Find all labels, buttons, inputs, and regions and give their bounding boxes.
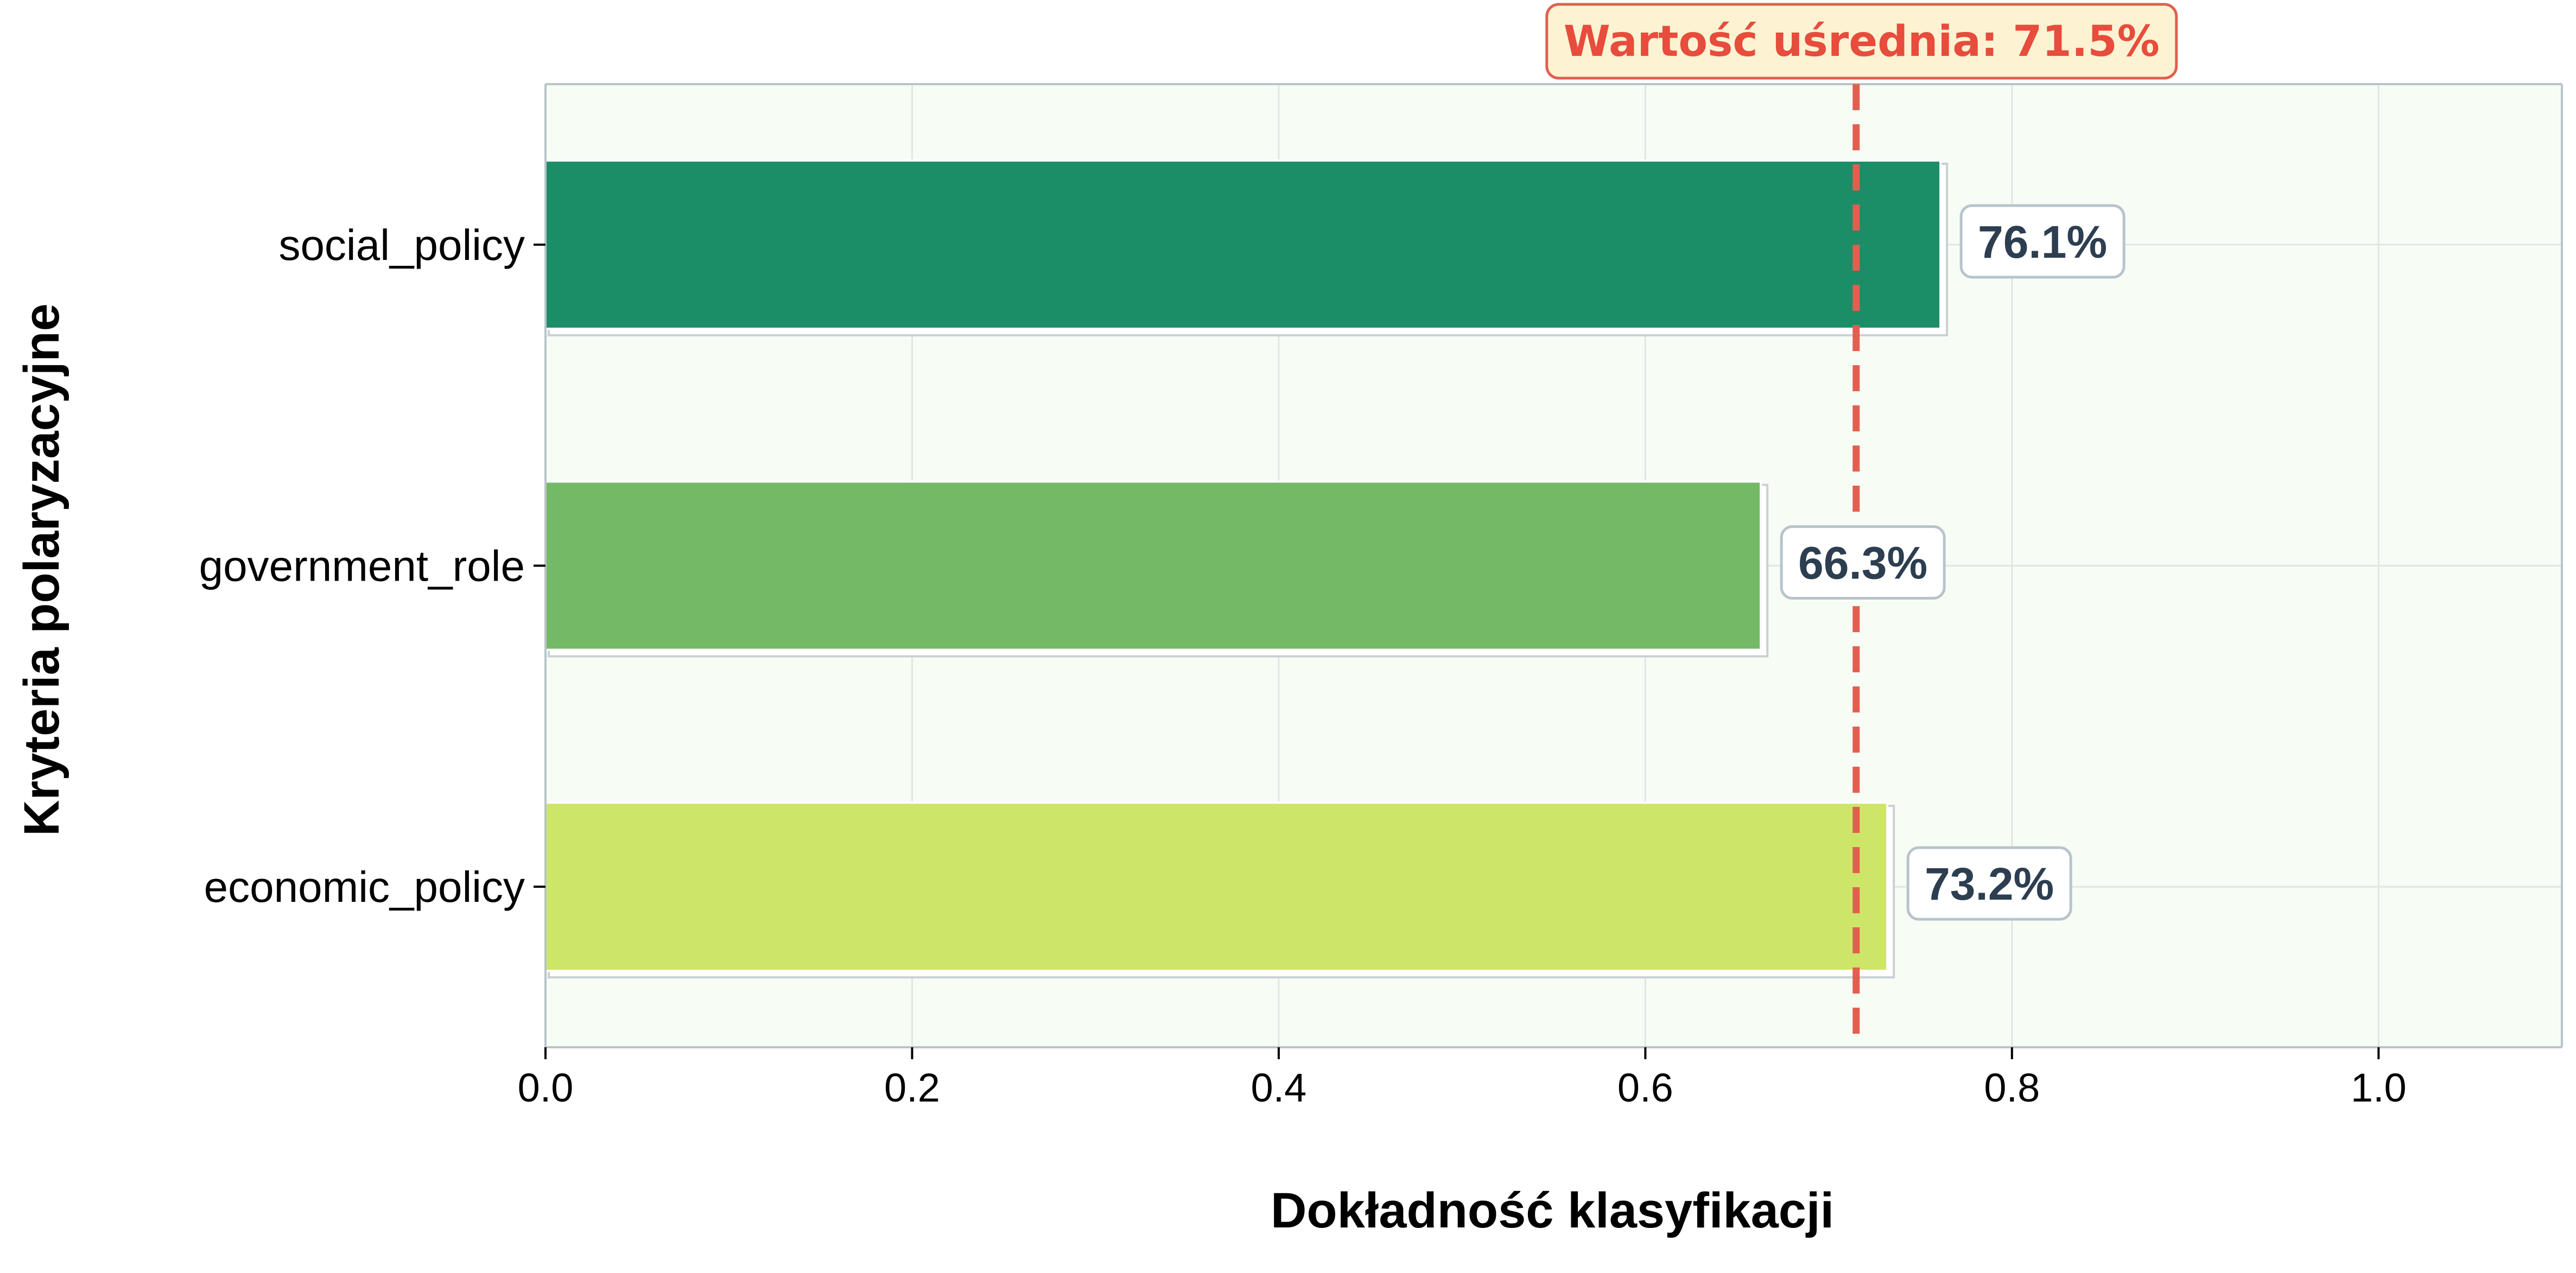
x-tick-label: 0.0: [518, 1065, 574, 1110]
y-tick-label: economic_policy: [204, 863, 525, 911]
x-tick-label: 0.2: [884, 1065, 940, 1110]
value-label: 66.3%: [1798, 538, 1927, 589]
x-tick-label: 0.4: [1251, 1065, 1306, 1110]
x-tick-label: 1.0: [2351, 1065, 2407, 1110]
bars: [544, 159, 1942, 972]
y-axis-title: Kryteria polaryzacyjne: [14, 303, 69, 836]
mean-label: Wartość uśrednia: 71.5%: [1564, 17, 2160, 66]
x-axis-title: Dokładność klasyfikacji: [1271, 1183, 1834, 1238]
bar-economic-policy: [544, 801, 1889, 972]
value-label: 76.1%: [1978, 217, 2107, 268]
y-tick-label: government_role: [199, 542, 525, 590]
x-tick-label: 0.8: [1984, 1065, 2040, 1110]
value-label-box: [1959, 204, 2125, 279]
mean-line-group: Wartość uśrednia: 71.5%: [1545, 3, 2178, 1047]
value-label-box: [1780, 525, 1946, 600]
bar-social-policy: [544, 159, 1942, 330]
mean-label-box: [1545, 3, 2178, 80]
value-label-box: [1906, 846, 2072, 921]
y-tick-label: social_policy: [278, 221, 525, 269]
value-label: 73.2%: [1925, 858, 2054, 909]
x-tick-label: 0.6: [1617, 1065, 1673, 1110]
y-axis: social_policy government_role economic_pol…: [199, 221, 545, 911]
value-labels: 76.1% 66.3% 73.2%: [1780, 204, 2125, 921]
bar-government-role: [544, 480, 1762, 651]
x-axis: 0.0 0.2 0.4 0.6 0.8 1.0: [518, 1047, 2407, 1110]
